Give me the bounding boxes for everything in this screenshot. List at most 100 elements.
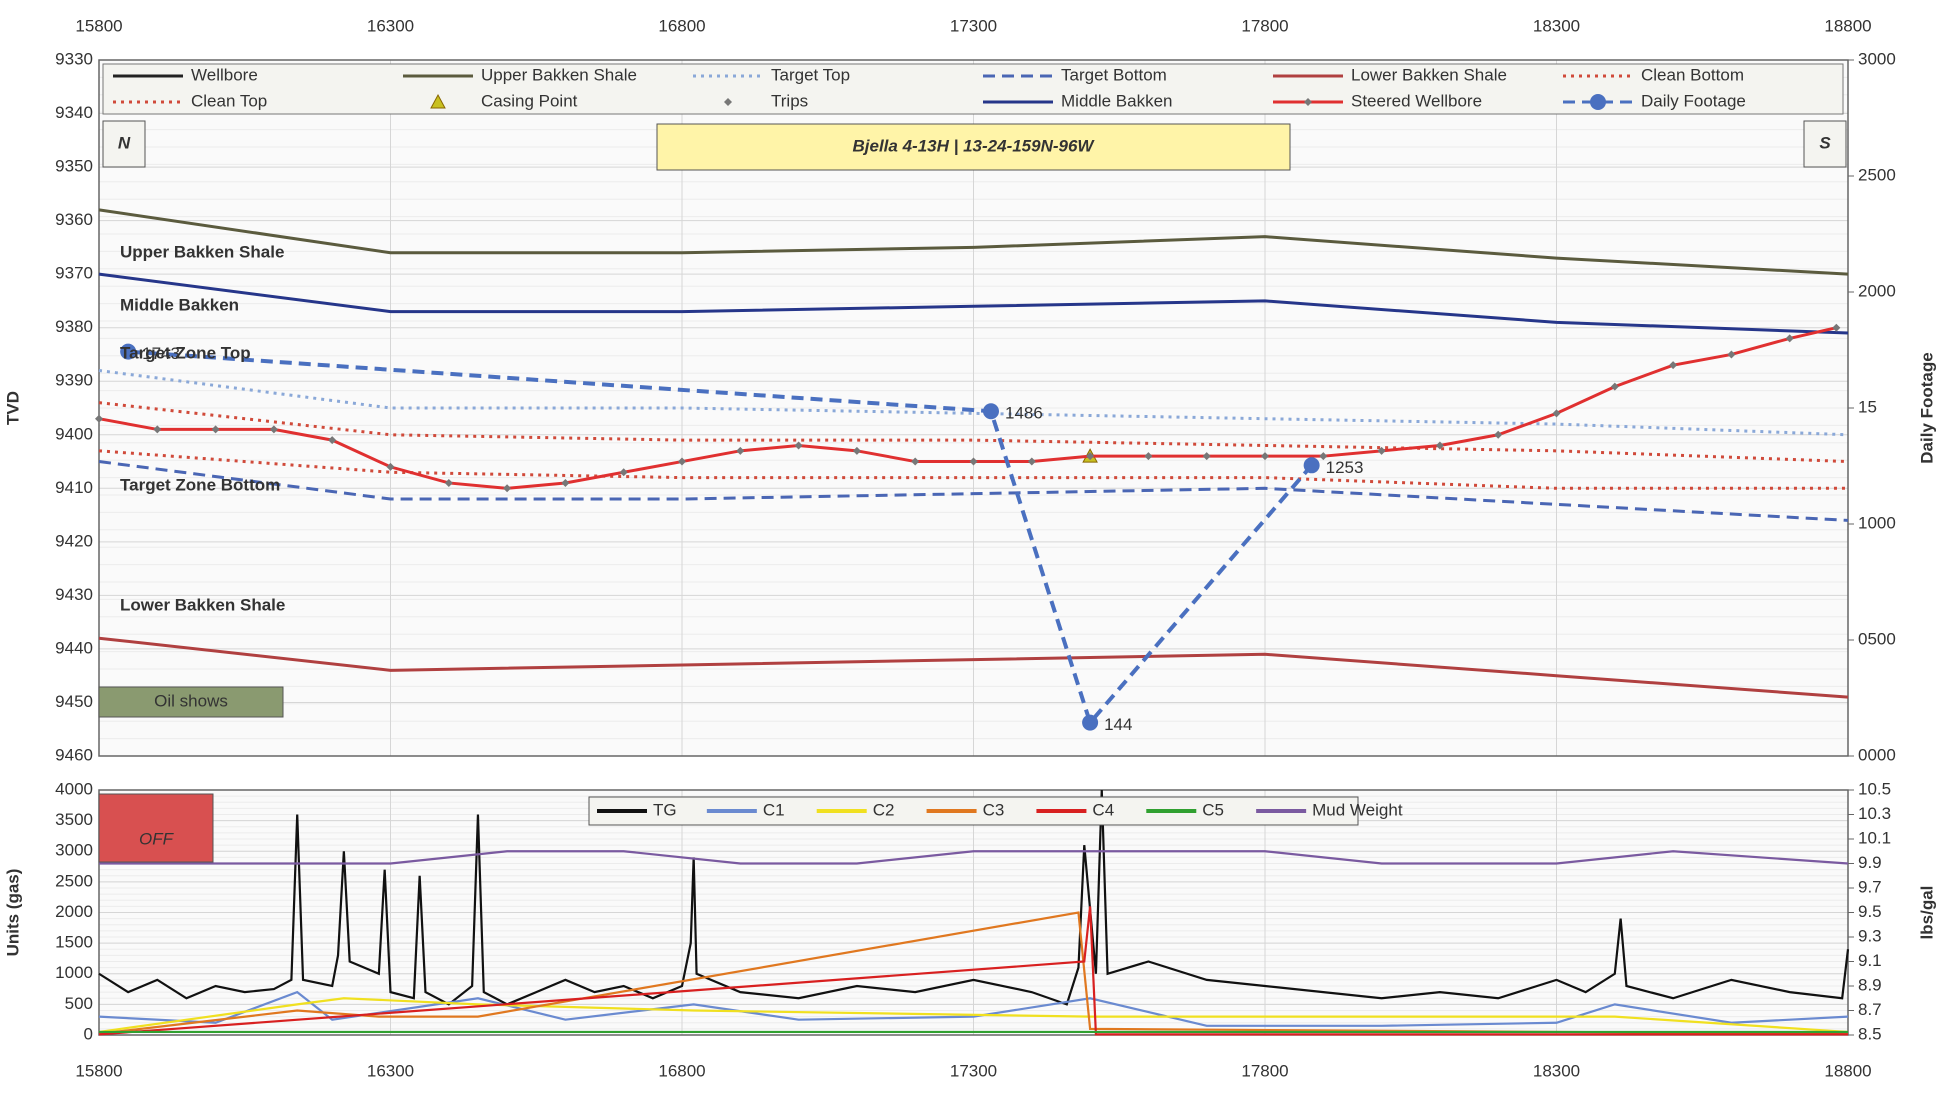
legend-label: TG [653, 800, 677, 819]
chart-title: Bjella 4-13H | 13-24-159N-96W [853, 136, 1096, 155]
series-line [99, 850, 1849, 865]
direction-label: N [118, 133, 131, 152]
direction-label: S [1819, 133, 1831, 152]
point [619, 468, 628, 477]
point [911, 457, 920, 466]
data-label: 1486 [1005, 404, 1043, 423]
legend-label: Clean Top [191, 91, 267, 110]
legend-label: Lower Bakken Shale [1351, 65, 1507, 84]
x-tick-label: 15800 [75, 16, 122, 35]
series-line [98, 997, 1849, 1034]
plot-frame [98, 59, 1849, 757]
legend-label: Clean Bottom [1641, 65, 1744, 84]
y2-tick-label: 0500 [1858, 629, 1896, 648]
series-line [128, 349, 1314, 727]
y2-tick-label: 9.1 [1858, 951, 1882, 970]
x-tick-label: 16800 [658, 1061, 705, 1080]
point [1494, 430, 1503, 439]
y-tick-label: 9400 [55, 424, 93, 443]
x-tick-label: 15800 [75, 1061, 122, 1080]
y-axis-label: TVD [3, 391, 22, 425]
x-tick-label: 18300 [1533, 1061, 1580, 1080]
y-tick-label: 9340 [55, 103, 93, 122]
legend-label: Wellbore [191, 65, 258, 84]
y2-tick-label: 2000 [1858, 281, 1896, 300]
y-tick-label: 3500 [55, 810, 93, 829]
point [736, 446, 745, 455]
point [1435, 441, 1444, 450]
y-tick-label: 3000 [55, 841, 93, 860]
y-tick-label: 9450 [55, 692, 93, 711]
series-line [98, 449, 1848, 490]
point [1552, 409, 1561, 418]
y2-axis-label: lbs/gal [1917, 886, 1936, 940]
x-tick-label: 18800 [1824, 16, 1871, 35]
legend-label: Daily Footage [1641, 91, 1746, 110]
y-tick-label: 1000 [55, 963, 93, 982]
legend-label: C2 [873, 800, 895, 819]
x-tick-label: 18800 [1824, 1061, 1871, 1080]
y2-tick-label: 9.9 [1858, 853, 1882, 872]
point [503, 484, 512, 493]
legend-label: C1 [763, 800, 785, 819]
y-tick-label: 9390 [55, 371, 93, 390]
y-tick-label: 500 [65, 994, 93, 1013]
x-tick-label: 17800 [1241, 16, 1288, 35]
point [328, 436, 337, 445]
point [852, 446, 861, 455]
y2-tick-label: 2500 [1858, 165, 1896, 184]
legend-label: C4 [1092, 800, 1114, 819]
y-tick-label: 9380 [55, 317, 93, 336]
point [1303, 457, 1320, 474]
x-tick-label: 16300 [367, 16, 414, 35]
data-label: 1253 [1326, 458, 1364, 477]
point [982, 403, 999, 420]
y-tick-label: 9420 [55, 531, 93, 550]
y-axis-label: Units (gas) [3, 869, 22, 957]
annotation: Target Zone Bottom [120, 475, 280, 494]
status-label: OFF [139, 829, 175, 848]
series-line [98, 272, 1849, 335]
series-line [98, 460, 1849, 522]
point [1377, 446, 1386, 455]
y-tick-label: 0 [84, 1024, 93, 1043]
point [1086, 452, 1095, 461]
series-line [98, 208, 1849, 276]
y2-axis-label: Daily Footage [1917, 352, 1936, 463]
x-tick-label: 16300 [367, 1061, 414, 1080]
y2-tick-label: 3000 [1858, 49, 1896, 68]
annotation: Oil shows [154, 691, 228, 710]
y-tick-label: 2000 [55, 902, 93, 921]
point [678, 457, 686, 466]
x-tick-label: 17300 [950, 1061, 997, 1080]
status-box [98, 793, 214, 863]
y2-tick-label: 10.1 [1858, 828, 1891, 847]
y-tick-label: 9360 [55, 210, 93, 229]
annotation: Middle Bakken [120, 295, 239, 314]
legend-label: Steered Wellbore [1351, 91, 1482, 110]
y-tick-label: 9460 [55, 745, 93, 764]
point [95, 414, 103, 423]
x-tick-label: 17800 [1241, 1061, 1288, 1080]
legend-label: C3 [983, 800, 1005, 819]
series-line [98, 636, 1849, 699]
y-tick-label: 9410 [55, 478, 93, 497]
y-tick-label: 1500 [55, 933, 93, 952]
point [269, 425, 278, 434]
annotation-box [98, 686, 284, 718]
data-label: 1743 [142, 344, 180, 363]
legend-label: Casing Point [481, 91, 578, 110]
y2-tick-label: 9.7 [1858, 877, 1882, 896]
point [1610, 382, 1619, 391]
y2-tick-label: 0000 [1858, 745, 1896, 764]
x-tick-label: 18300 [1533, 16, 1580, 35]
title-box [656, 123, 1291, 171]
y-tick-label: 2500 [55, 871, 93, 890]
point [430, 93, 446, 109]
series-line [98, 906, 1848, 1036]
point [561, 478, 570, 487]
plot-frame [98, 789, 1849, 1036]
y2-tick-label: 8.5 [1858, 1024, 1882, 1043]
y2-tick-label: 15 [1858, 397, 1877, 416]
legend-label: Mud Weight [1312, 800, 1403, 819]
